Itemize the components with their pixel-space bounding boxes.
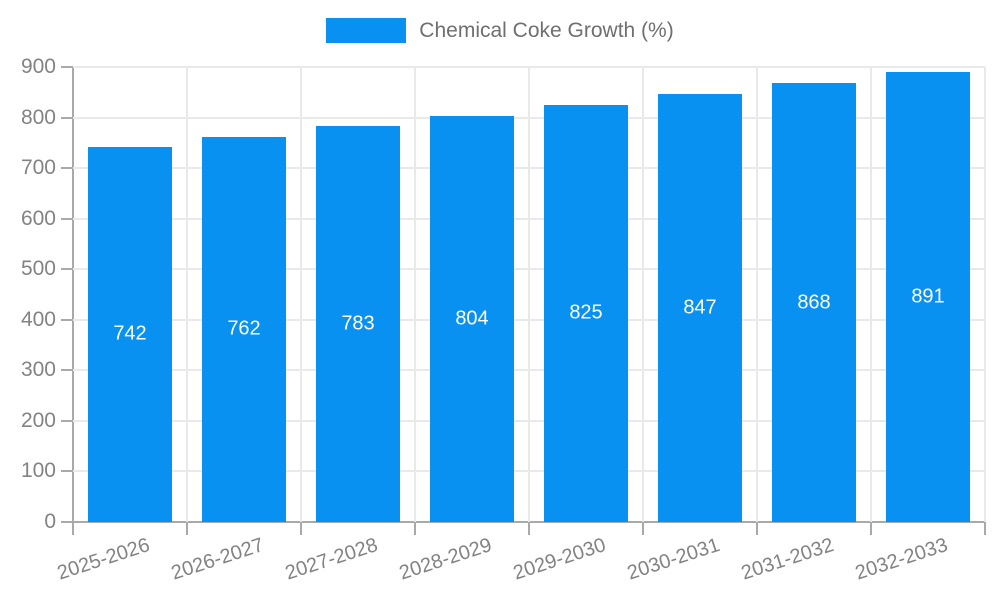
y-tick <box>61 167 73 170</box>
y-tick <box>61 369 73 372</box>
y-axis-tick-label: 900 <box>20 55 56 78</box>
x-tick <box>72 522 74 535</box>
y-tick <box>61 116 73 119</box>
x-axis-tick-label: 2031-2032 <box>739 534 837 585</box>
bar[interactable] <box>316 126 400 522</box>
y-tick <box>61 521 73 523</box>
legend-swatch <box>326 18 407 43</box>
bar-value-label: 783 <box>341 312 375 335</box>
y-axis-tick-label: 400 <box>20 307 56 331</box>
bar-value-label: 825 <box>569 301 603 324</box>
y-axis-tick-label: 800 <box>20 105 56 129</box>
bar-value-label: 804 <box>455 307 489 330</box>
v-gridline <box>528 67 530 522</box>
bar[interactable] <box>544 104 628 522</box>
x-tick <box>528 522 530 535</box>
x-tick <box>300 522 302 535</box>
x-axis-tick-label: 2029-2030 <box>511 534 609 585</box>
bar[interactable] <box>772 83 856 522</box>
y-axis-tick-label: 0 <box>44 510 56 533</box>
legend: Chemical Coke Growth (%) <box>0 18 1000 43</box>
x-tick <box>414 522 416 535</box>
y-axis-tick-label: 200 <box>20 408 56 432</box>
y-tick <box>61 217 73 220</box>
y-tick <box>61 268 73 271</box>
legend-item[interactable]: Chemical Coke Growth (%) <box>326 18 674 43</box>
bar[interactable] <box>430 115 514 522</box>
v-gridline <box>984 67 986 522</box>
bar[interactable] <box>202 136 286 522</box>
bar-value-label: 762 <box>227 317 261 340</box>
y-tick <box>61 470 73 473</box>
v-gridline <box>642 67 644 522</box>
x-axis-tick-label: 2027-2028 <box>283 534 381 585</box>
y-tick <box>61 419 73 422</box>
y-axis-line <box>72 67 74 535</box>
v-gridline <box>756 67 758 522</box>
v-gridline <box>186 67 188 522</box>
bar[interactable] <box>886 71 970 522</box>
y-axis-tick-label: 600 <box>20 206 56 230</box>
v-gridline <box>414 67 416 522</box>
x-axis-tick-label: 2025-2026 <box>55 534 153 585</box>
bar[interactable] <box>658 93 742 522</box>
bar-value-label: 847 <box>683 296 717 319</box>
bar-value-label: 891 <box>911 285 945 308</box>
bar-value-label: 742 <box>113 322 147 345</box>
y-axis-tick-label: 500 <box>20 257 56 281</box>
y-axis-tick-label: 700 <box>20 156 56 180</box>
v-gridline <box>300 67 302 522</box>
legend-label: Chemical Coke Growth (%) <box>419 18 674 42</box>
bar[interactable] <box>88 146 172 522</box>
v-gridline <box>870 67 872 522</box>
x-tick <box>642 522 644 535</box>
x-tick <box>186 522 188 535</box>
x-axis-tick-label: 2026-2027 <box>169 534 267 585</box>
y-tick <box>61 66 73 68</box>
x-axis-tick-label: 2032-2033 <box>853 534 951 585</box>
x-tick <box>756 522 758 535</box>
x-axis-tick-label: 2030-2031 <box>625 534 723 585</box>
x-tick <box>870 522 872 535</box>
y-axis-tick-label: 100 <box>20 459 56 483</box>
y-axis-tick-label: 300 <box>20 358 56 382</box>
bar-value-label: 868 <box>797 291 831 314</box>
y-tick <box>61 318 73 321</box>
x-tick <box>984 522 986 535</box>
x-axis-tick-label: 2028-2029 <box>397 534 495 585</box>
